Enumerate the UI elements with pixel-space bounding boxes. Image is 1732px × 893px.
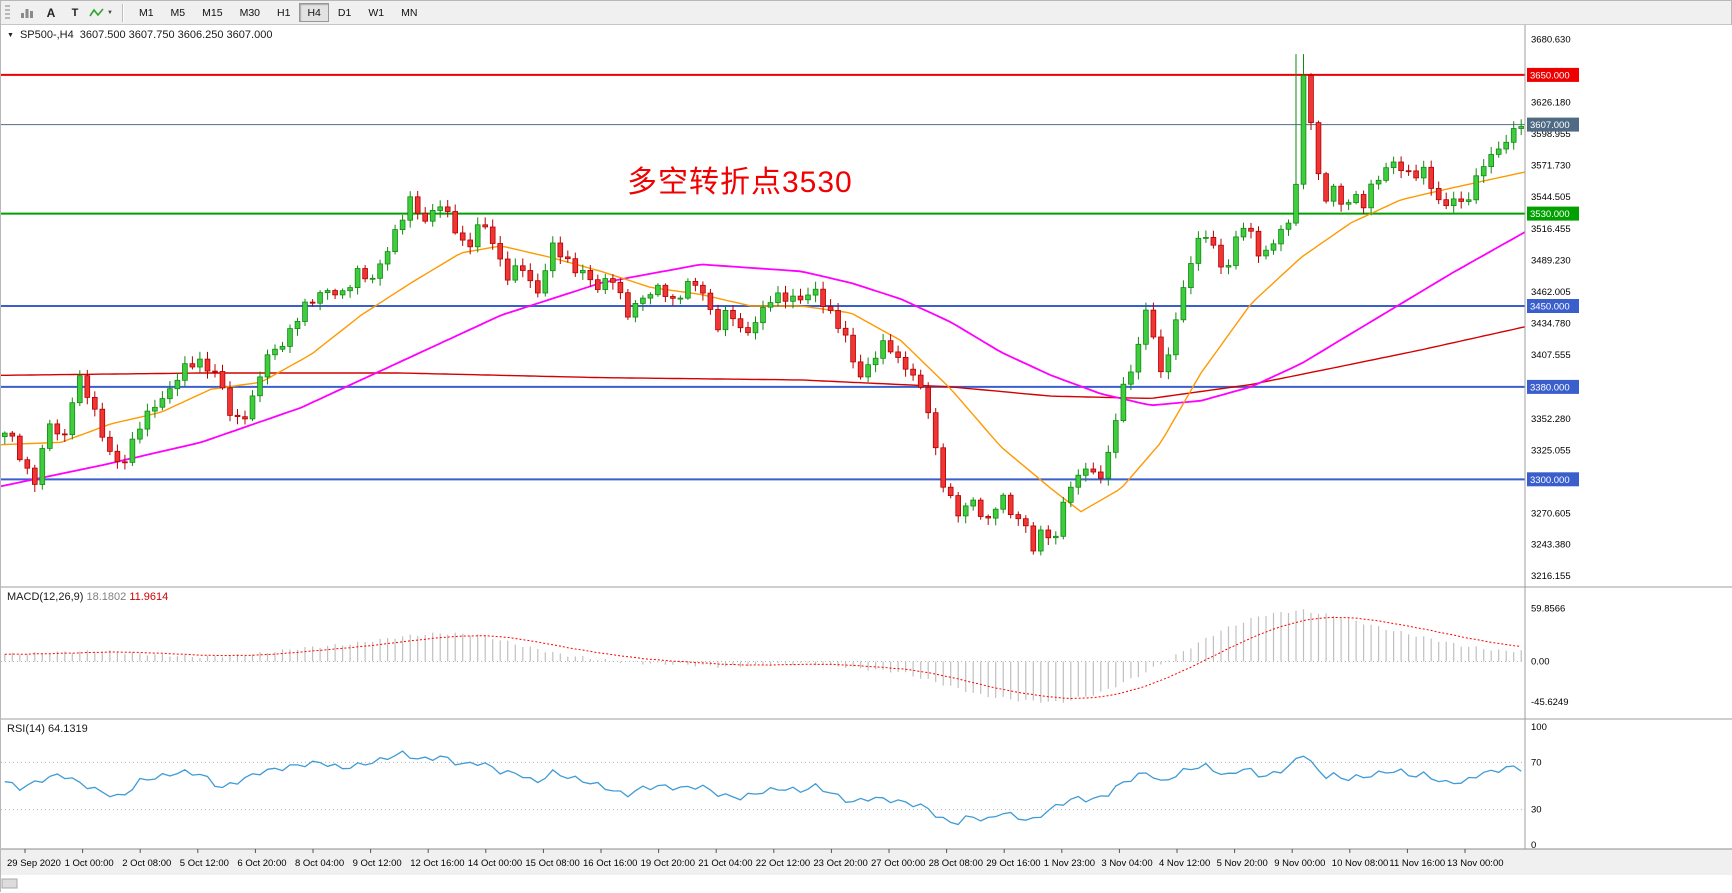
bar-chart-icon — [21, 9, 33, 18]
svg-text:4 Nov 12:00: 4 Nov 12:00 — [1159, 858, 1210, 869]
svg-text:3650.000: 3650.000 — [1530, 70, 1570, 81]
svg-text:3352.280: 3352.280 — [1531, 414, 1571, 425]
rsi-indicator-label: RSI(14) 64.1319 — [7, 723, 88, 735]
rsi-panel: 100 70 30 0 — [1, 722, 1547, 851]
svg-text:3325.055: 3325.055 — [1531, 445, 1571, 456]
svg-text:27 Oct 00:00: 27 Oct 00:00 — [871, 858, 925, 869]
toolbar-button-a[interactable]: A — [40, 3, 62, 23]
svg-text:9 Oct 12:00: 9 Oct 12:00 — [353, 858, 402, 869]
svg-text:21 Oct 04:00: 21 Oct 04:00 — [698, 858, 752, 869]
svg-text:10 Nov 08:00: 10 Nov 08:00 — [1332, 858, 1389, 869]
svg-text:30: 30 — [1531, 805, 1542, 816]
svg-text:12 Oct 16:00: 12 Oct 16:00 — [410, 858, 464, 869]
svg-text:29 Oct 16:00: 29 Oct 16:00 — [986, 858, 1040, 869]
macd-indicator-label: MACD(12,26,9) 18.1802 11.9614 — [7, 591, 168, 603]
svg-text:3450.000: 3450.000 — [1530, 302, 1570, 313]
chart-title: ▼ SP500-,H4 3607.500 3607.750 3606.250 3… — [7, 29, 272, 41]
macd-main-value: 18.1802 — [86, 591, 127, 603]
toolbar-separator — [121, 3, 123, 22]
svg-text:3598.955: 3598.955 — [1531, 129, 1571, 140]
macd-signal-value: 11.9614 — [129, 591, 169, 603]
timeframe-W1[interactable]: W1 — [360, 3, 392, 22]
svg-text:3216.155: 3216.155 — [1531, 571, 1571, 582]
symbol-period-label: SP500-,H4 — [19, 29, 74, 41]
svg-text:3516.455: 3516.455 — [1531, 224, 1571, 235]
zigzag-indicator-dropdown[interactable]: ▼ — [88, 3, 114, 23]
svg-text:19 Oct 20:00: 19 Oct 20:00 — [641, 858, 695, 869]
svg-text:1 Oct 00:00: 1 Oct 00:00 — [65, 858, 114, 869]
svg-text:5 Nov 20:00: 5 Nov 20:00 — [1217, 858, 1268, 869]
svg-text:0: 0 — [1531, 840, 1536, 851]
svg-text:100: 100 — [1531, 722, 1547, 733]
collapse-triangle-icon[interactable]: ▼ — [7, 31, 14, 39]
rsi-name: RSI(14) — [7, 723, 45, 735]
annotation-text: 多空转折点3530 — [627, 166, 853, 199]
price-chart-canvas[interactable]: 3680.630 3626.180 3598.955 3571.730 3544.505… — [1, 25, 1732, 893]
svg-text:3530.000: 3530.000 — [1530, 209, 1570, 220]
svg-text:3626.180: 3626.180 — [1531, 97, 1571, 108]
caret-down-icon: ▼ — [107, 9, 113, 16]
svg-text:13 Nov 00:00: 13 Nov 00:00 — [1447, 858, 1504, 869]
toolbar-grip[interactable] — [5, 5, 10, 20]
svg-text:22 Oct 12:00: 22 Oct 12:00 — [756, 858, 810, 869]
svg-text:3434.780: 3434.780 — [1531, 319, 1571, 330]
svg-text:5 Oct 12:00: 5 Oct 12:00 — [180, 858, 229, 869]
svg-text:-45.6249: -45.6249 — [1531, 697, 1569, 708]
svg-text:3243.380: 3243.380 — [1531, 540, 1571, 551]
svg-text:11 Nov 16:00: 11 Nov 16:00 — [1389, 858, 1445, 869]
svg-text:3544.505: 3544.505 — [1531, 192, 1571, 203]
panel-separators — [1, 586, 1732, 721]
timeframe-M15[interactable]: M15 — [194, 3, 230, 22]
price-axis: 3680.630 3626.180 3598.955 3571.730 3544.505… — [1531, 35, 1571, 583]
timeframe-MN[interactable]: MN — [393, 3, 425, 22]
svg-text:3680.630: 3680.630 — [1531, 35, 1571, 46]
svg-text:3571.730: 3571.730 — [1531, 160, 1571, 171]
svg-text:3 Nov 04:00: 3 Nov 04:00 — [1101, 858, 1152, 869]
zigzag-icon — [89, 7, 104, 16]
svg-text:28 Oct 08:00: 28 Oct 08:00 — [929, 858, 983, 869]
toolbar: A T ▼ M1 M5 M15 M30 H1 H4 D1 W1 MN — [1, 1, 1731, 25]
time-axis: 29 Sep 2020 1 Oct 00:00 2 Oct 08:00 5 Oct 1… — [7, 849, 1504, 869]
svg-text:3270.605: 3270.605 — [1531, 508, 1571, 519]
chart-backgrounds — [1, 25, 1732, 893]
timeframe-M30[interactable]: M30 — [232, 3, 268, 22]
svg-text:9 Nov 00:00: 9 Nov 00:00 — [1274, 858, 1325, 869]
svg-text:23 Oct 20:00: 23 Oct 20:00 — [813, 858, 867, 869]
ohlc-values-label: 3607.500 3607.750 3606.250 3607.000 — [79, 29, 273, 41]
rsi-value: 64.1319 — [47, 723, 88, 735]
chart-area: 3680.630 3626.180 3598.955 3571.730 3544.505… — [1, 25, 1732, 893]
svg-text:15 Oct 08:00: 15 Oct 08:00 — [525, 858, 579, 869]
timeframe-buttons: M1 M5 M15 M30 H1 H4 D1 W1 MN — [131, 3, 425, 22]
svg-text:0.00: 0.00 — [1531, 657, 1550, 668]
svg-text:3462.005: 3462.005 — [1531, 287, 1571, 298]
toolbar-button-t[interactable]: T — [64, 3, 86, 23]
price-badges: 3650.000 3607.000 3530.000 3450.000 3380.000… — [1527, 67, 1579, 487]
macd-name: MACD(12,26,9) — [7, 591, 84, 603]
macd-panel: 59.8566 0.00 -45.6249 — [1, 603, 1569, 708]
svg-text:3300.000: 3300.000 — [1530, 475, 1570, 486]
timeframe-D1[interactable]: D1 — [330, 3, 359, 22]
svg-text:29 Sep 2020: 29 Sep 2020 — [7, 858, 61, 869]
candles-layer — [1, 54, 1525, 556]
svg-text:2 Oct 08:00: 2 Oct 08:00 — [122, 858, 171, 869]
svg-text:59.8566: 59.8566 — [1531, 603, 1565, 614]
svg-text:8 Oct 04:00: 8 Oct 04:00 — [295, 858, 344, 869]
timeframe-M5[interactable]: M5 — [163, 3, 194, 22]
timeframe-H4[interactable]: H4 — [299, 3, 329, 22]
svg-text:3607.000: 3607.000 — [1530, 120, 1570, 131]
timeframe-H1[interactable]: H1 — [269, 3, 298, 22]
svg-text:70: 70 — [1531, 757, 1542, 768]
timeframe-M1[interactable]: M1 — [131, 3, 162, 22]
svg-text:3380.000: 3380.000 — [1530, 382, 1570, 393]
svg-text:16 Oct 16:00: 16 Oct 16:00 — [583, 858, 637, 869]
svg-text:3407.555: 3407.555 — [1531, 350, 1571, 361]
svg-text:1 Nov 23:00: 1 Nov 23:00 — [1044, 858, 1095, 869]
svg-text:3489.230: 3489.230 — [1531, 256, 1571, 267]
chart-window-icon[interactable] — [16, 3, 38, 23]
svg-text:6 Oct 20:00: 6 Oct 20:00 — [237, 858, 286, 869]
svg-text:14 Oct 00:00: 14 Oct 00:00 — [468, 858, 522, 869]
